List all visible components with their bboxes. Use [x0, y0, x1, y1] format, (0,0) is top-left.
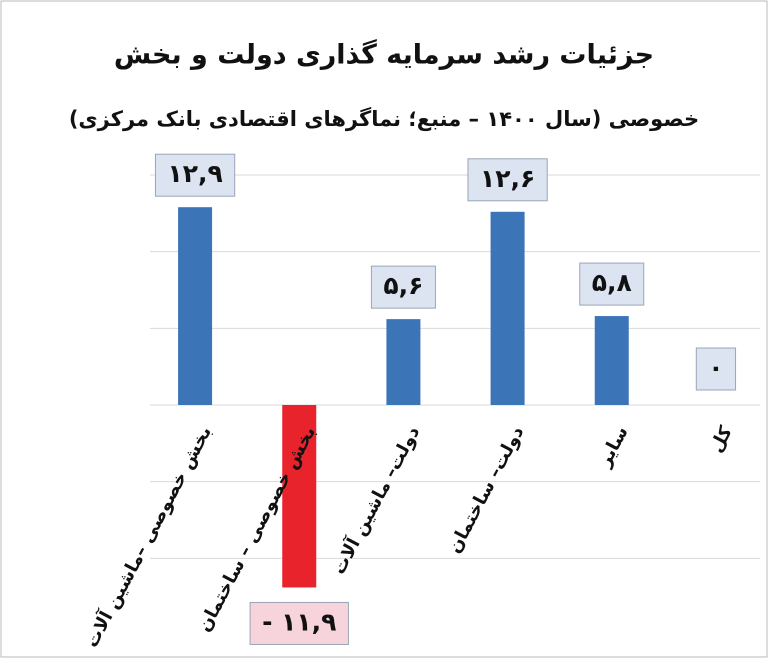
value-label-box	[695, 347, 737, 391]
value-label-box	[370, 265, 436, 309]
value-label: ۱۲,۶	[480, 164, 535, 193]
value-label: ۵,۶	[383, 271, 423, 300]
value-label-box	[154, 153, 236, 197]
bar	[386, 319, 421, 405]
bar	[178, 207, 213, 405]
chart-subtitle: خصوصی (سال ۱۴۰۰ – منبع؛ نماگرهای اقتصادی…	[69, 106, 699, 131]
chart-title: جزئیات رشد سرمایه گذاری دولت و بخش	[114, 39, 654, 71]
value-label-box	[579, 262, 645, 306]
bar	[282, 405, 317, 588]
value-label: - ۱۱,۹	[262, 607, 336, 636]
value-label-box	[249, 601, 349, 645]
value-label: ۱۲,۹	[167, 159, 222, 188]
value-label-box	[467, 158, 548, 202]
bar	[490, 211, 525, 405]
bar	[594, 316, 629, 405]
value-label: ۰	[708, 353, 723, 382]
value-label: ۵,۸	[592, 268, 632, 297]
